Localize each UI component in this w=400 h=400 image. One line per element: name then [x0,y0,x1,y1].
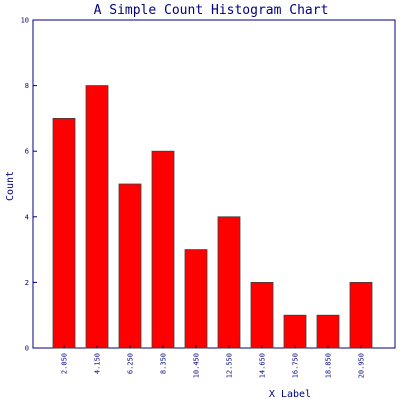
y-tick-label: 6 [25,148,29,156]
x-tick-label: 2.050 [61,353,69,374]
bar-16.750 [283,314,307,349]
bar-20.950 [349,281,373,349]
bar-2.050 [52,118,76,349]
x-tick-label: 20.950 [358,353,366,378]
y-tick-label: 8 [25,82,29,90]
x-tick-label: 16.750 [292,353,300,378]
x-tick-label: 6.250 [127,353,135,374]
chart-title: A Simple Count Histogram Chart [94,3,329,18]
plot-area [32,19,396,349]
bar-14.650 [250,281,274,349]
x-tick-label: 8.350 [160,353,168,374]
x-tick-label: 14.650 [259,353,267,378]
y-axis-label: Count [5,171,16,201]
x-axis-label: X Label [269,389,311,400]
y-axis: 0 2 4 6 8 10 [21,17,37,353]
x-tick-label: 10.450 [193,353,201,378]
bar-10.450 [184,249,208,349]
x-tick-label: 4.150 [94,353,102,374]
x-tick-label: 12.550 [226,353,234,378]
bar-8.350 [151,150,175,349]
y-tick-label: 2 [25,279,29,287]
bar-4.150 [85,85,109,349]
y-tick-label: 4 [25,213,29,221]
bar-18.850 [316,314,340,349]
y-tick-label: 0 [25,345,29,353]
bars-group [52,85,373,349]
x-tick-label: 18.850 [325,353,333,378]
bar-12.550 [217,216,241,349]
bar-6.250 [118,183,142,349]
y-tick-label: 10 [21,17,29,25]
x-axis: 2.050 4.150 6.250 8.350 10.450 12.550 14.650 16… [61,345,366,378]
plot-frame [32,19,396,349]
